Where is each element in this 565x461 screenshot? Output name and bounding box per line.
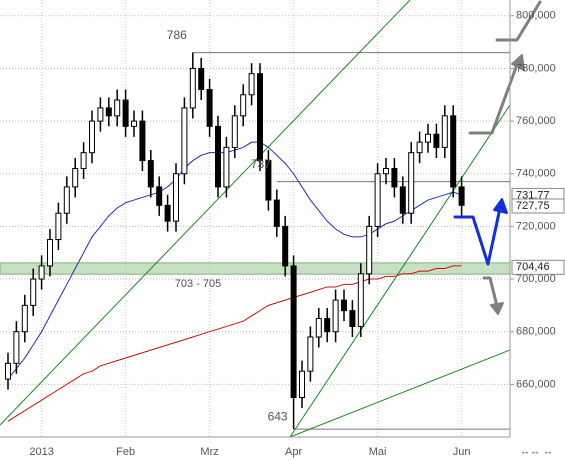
support-band xyxy=(0,262,511,275)
zoom-icon[interactable]: ↔ xyxy=(543,447,553,458)
candle-body xyxy=(80,152,87,169)
candle-body xyxy=(215,125,221,188)
candle-body xyxy=(458,186,465,206)
grid xyxy=(0,0,510,437)
candle-body xyxy=(441,115,448,148)
candle-body xyxy=(332,299,339,333)
arrow-head xyxy=(511,54,525,71)
candle-body xyxy=(13,331,20,364)
annotation-label: 737 xyxy=(251,157,271,171)
annotation-label: 703 - 705 xyxy=(175,278,221,290)
trend-line xyxy=(289,104,511,438)
candle-body xyxy=(307,336,314,372)
y-tick-label: 700,000 xyxy=(516,273,556,285)
candle-body xyxy=(55,212,62,241)
price-label: 727,75 xyxy=(516,200,550,212)
candle-body xyxy=(299,370,305,399)
candle-body xyxy=(105,107,112,117)
candle-body xyxy=(425,133,431,143)
arrow xyxy=(453,206,502,266)
x-tick-label: Mrz xyxy=(200,446,218,458)
y-tick-label: 740,000 xyxy=(516,168,556,180)
candle-body xyxy=(181,107,188,175)
candle-body xyxy=(139,120,146,162)
plot xyxy=(5,52,465,430)
price-label: 731,77 xyxy=(516,189,550,201)
annotation-label: 786 xyxy=(167,28,187,42)
price-label-box xyxy=(511,198,565,214)
arrow xyxy=(495,0,542,42)
candle-body xyxy=(265,160,272,201)
candle-body xyxy=(122,99,129,127)
x-tick-label: Jun xyxy=(453,446,471,458)
trend-lines xyxy=(0,0,511,438)
candle-body xyxy=(248,73,255,96)
trend-line xyxy=(0,0,411,426)
candle-body xyxy=(63,186,70,214)
candle-body xyxy=(273,199,280,227)
candle-body xyxy=(97,107,104,122)
candle-body xyxy=(189,67,196,109)
arrow-head xyxy=(490,302,504,315)
candle-body xyxy=(257,73,263,162)
candle-body xyxy=(114,99,121,117)
candle-body xyxy=(240,94,247,117)
candle-body xyxy=(47,239,53,267)
trend-line xyxy=(289,349,511,438)
candle-body xyxy=(366,225,373,275)
x-tick-label: Mai xyxy=(369,446,387,458)
arrow-head xyxy=(493,198,508,214)
moving-average xyxy=(7,265,462,422)
scroll-icons[interactable]: ↔↔ xyxy=(520,447,540,458)
arrow xyxy=(468,60,520,135)
candle-body xyxy=(416,141,423,154)
candle-body xyxy=(72,167,79,188)
candle-body xyxy=(408,152,415,214)
candle-body xyxy=(38,265,45,280)
y-tick-label: 800,000 xyxy=(516,10,556,22)
candle-body xyxy=(30,278,37,306)
y-tick-label: 680,000 xyxy=(516,326,556,338)
candle-body xyxy=(341,299,347,312)
candle-body xyxy=(399,186,406,214)
candle-body xyxy=(231,115,238,148)
x-tick-label: 2013 xyxy=(29,446,53,458)
candle-body xyxy=(198,67,205,91)
candle-body xyxy=(357,273,364,327)
candle-body xyxy=(5,362,11,380)
candle-body xyxy=(374,173,381,227)
y-tick-label: 660,000 xyxy=(516,378,556,390)
candle-body xyxy=(450,115,457,188)
axis-labels: 660,000 680,000 700,000 720,000 740,000 760,0… xyxy=(29,10,565,458)
candle-body xyxy=(391,167,398,188)
annotation-label: 643 xyxy=(268,409,288,423)
candle-body xyxy=(164,204,171,222)
x-tick-label: Feb xyxy=(116,446,135,458)
candle-body xyxy=(383,167,389,175)
price-label: 704,46 xyxy=(516,261,550,273)
price-label-box xyxy=(511,259,565,275)
candle-body xyxy=(349,310,356,327)
candle-body xyxy=(315,318,322,338)
y-tick-label: 760,000 xyxy=(516,115,556,127)
candle-body xyxy=(131,120,137,127)
candle-body xyxy=(156,186,163,206)
candle-body xyxy=(147,160,154,188)
candle-body xyxy=(206,89,213,127)
x-tick-label: Apr xyxy=(285,446,302,458)
candle-body xyxy=(173,173,179,222)
candle-body xyxy=(282,225,289,267)
candle-body xyxy=(89,120,95,154)
candle-body xyxy=(223,146,230,188)
arrow xyxy=(482,276,499,308)
y-tick-label: 720,000 xyxy=(516,220,556,232)
candle-body xyxy=(433,133,440,148)
y-tick-label: 780,000 xyxy=(516,62,556,74)
candle-body xyxy=(21,304,28,333)
candle-body xyxy=(324,318,331,333)
arrows xyxy=(453,0,542,315)
candle-body xyxy=(290,265,297,399)
